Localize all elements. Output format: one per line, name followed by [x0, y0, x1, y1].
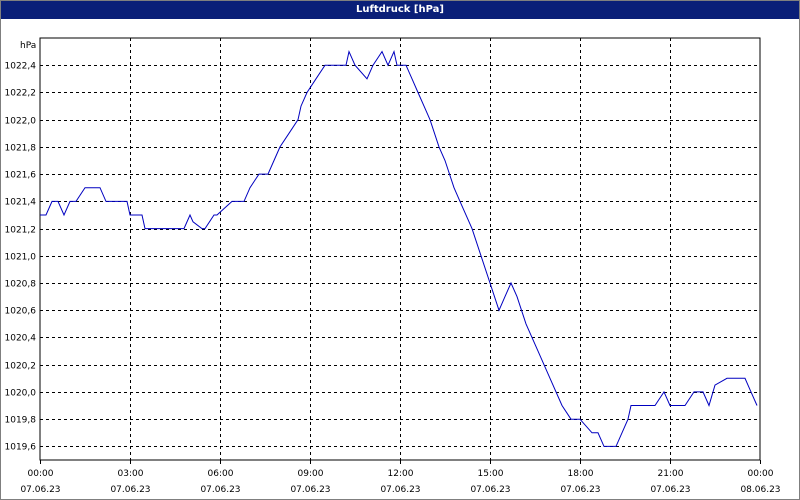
x-tick-date: 07.06.23 — [470, 485, 510, 495]
x-tick-time: 15:00 — [478, 469, 504, 479]
x-tick-time: 18:00 — [568, 469, 594, 479]
x-tick-time: 21:00 — [658, 469, 684, 479]
x-tick-date: 07.06.23 — [560, 485, 600, 495]
plot-area — [39, 37, 761, 461]
x-tick-date: 07.06.23 — [200, 485, 240, 495]
x-tick-time: 00:00 — [748, 469, 774, 479]
y-tick-label: 1020,8 — [5, 280, 37, 290]
y-tick-label: 1021,8 — [5, 144, 37, 154]
x-axis: 00:00 07.06.23 03:00 07.06.23 06:00 07.06.23 0… — [20, 460, 781, 495]
x-tick-time: 06:00 — [208, 469, 234, 479]
series-layer — [40, 50, 758, 447]
y-tick-label: 1021,2 — [5, 226, 37, 236]
x-tick-date: 07.06.23 — [290, 485, 330, 495]
x-tick-time: 12:00 — [388, 469, 414, 479]
x-tick-date: 07.06.23 — [650, 485, 690, 495]
x-tick-time: 03:00 — [118, 469, 144, 479]
y-tick-label: 1020,4 — [5, 334, 37, 344]
y-tick-label: 1021,0 — [5, 253, 37, 263]
y-tick-label: 1021,4 — [5, 198, 37, 208]
x-tick-time: 00:00 — [28, 469, 54, 479]
y-axis-label: hPa — [20, 41, 36, 51]
y-tick-label: 1022,4 — [5, 62, 37, 72]
y-tick-label: 1020,0 — [5, 389, 37, 399]
y-tick-label: 1019,6 — [5, 443, 37, 453]
y-tick-label: 1022,0 — [5, 117, 37, 127]
y-tick-label: 1019,8 — [5, 416, 37, 426]
y-tick-label: 1020,2 — [5, 362, 37, 372]
x-tick-date: 07.06.23 — [380, 485, 420, 495]
series-line-luftdruck — [40, 50, 758, 447]
chart-grid — [40, 38, 760, 460]
x-tick-time: 09:00 — [298, 469, 324, 479]
y-tick-label: 1020,6 — [5, 307, 37, 317]
x-tick-date: 07.06.23 — [110, 485, 150, 495]
window-title: Luftdruck [hPa] — [1, 1, 799, 19]
y-tick-label: 1021,6 — [5, 171, 37, 181]
x-tick-date: 08.06.23 — [740, 485, 780, 495]
x-tick-date: 07.06.23 — [20, 485, 60, 495]
y-tick-label: 1022,2 — [5, 89, 37, 99]
y-axis: 1019,6 1019,8 1020,0 1020,2 1020,4 1020,6 1020… — [5, 62, 37, 453]
